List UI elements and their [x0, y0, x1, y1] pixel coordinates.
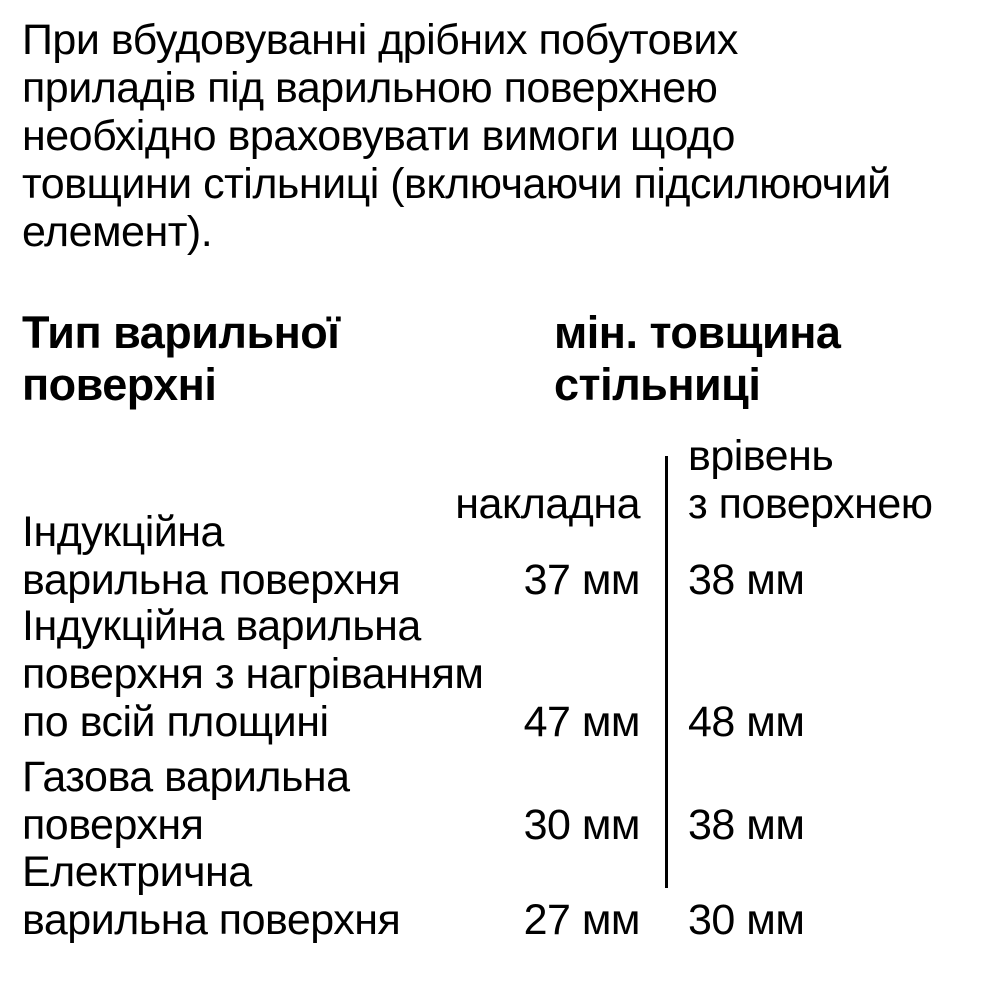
row-label: Індукційна варильна поверхня з нагріванн…	[22, 602, 484, 746]
subheader-flush-mounted: врівень з поверхнею	[688, 432, 933, 528]
row-value-overlay: 47 мм	[523, 698, 641, 746]
table-row: Індукційна варильна поверхня 37 мм 38 мм	[0, 508, 1000, 604]
column-divider-line	[665, 456, 668, 888]
row-value-flush: 48 мм	[688, 698, 805, 746]
row-value-flush: 38 мм	[688, 556, 805, 604]
row-label: Індукційна варильна поверхня	[22, 508, 401, 604]
row-value-overlay: 30 мм	[523, 801, 641, 849]
row-value-flush: 30 мм	[688, 896, 805, 944]
table-header-min-thickness: мін. товщина стільниці	[554, 307, 841, 410]
intro-paragraph: При вбудовуванні дрібних побутових прила…	[22, 16, 891, 256]
table-row: Індукційна варильна поверхня з нагріванн…	[0, 602, 1000, 746]
row-label: Електрична варильна поверхня	[22, 848, 401, 944]
table-row: Газова варильна поверхня 30 мм 38 мм	[0, 753, 1000, 849]
table-header-hob-type: Тип варильної поверхні	[22, 307, 340, 410]
row-value-overlay: 27 мм	[523, 896, 641, 944]
table-row: Електрична варильна поверхня 27 мм 30 мм	[0, 848, 1000, 944]
row-value-flush: 38 мм	[688, 801, 805, 849]
subheader-overlay-mounted: накладна	[455, 480, 640, 528]
row-value-overlay: 37 мм	[523, 556, 641, 604]
row-label: Газова варильна поверхня	[22, 753, 350, 849]
